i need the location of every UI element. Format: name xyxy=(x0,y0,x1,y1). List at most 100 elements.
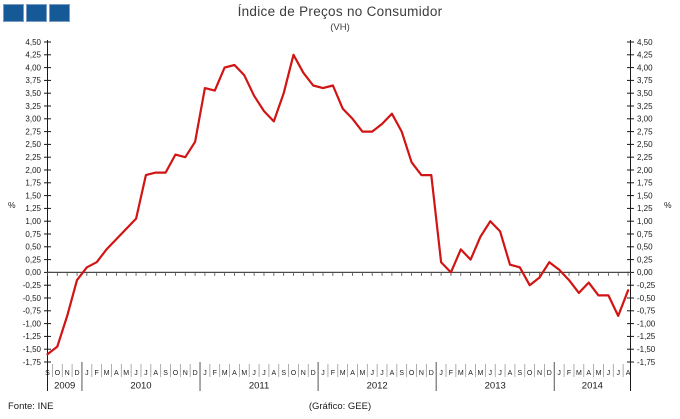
month-letter: A xyxy=(153,370,158,377)
logo xyxy=(3,4,70,22)
year-label: 2014 xyxy=(582,381,603,392)
y-tick-label-right: 1,25 xyxy=(637,204,653,213)
month-letter: S xyxy=(399,370,404,377)
month-letter: J xyxy=(616,370,620,377)
month-letter: A xyxy=(232,370,237,377)
y-tick-label-right: 2,00 xyxy=(637,166,653,175)
y-tick-label-right: 0,25 xyxy=(637,255,653,264)
month-letter: D xyxy=(547,370,552,377)
month-letter: N xyxy=(419,370,424,377)
year-label: 2012 xyxy=(367,381,388,392)
y-tick-label-right: 4,25 xyxy=(637,51,653,60)
month-letter: O xyxy=(409,370,415,377)
month-letter: M xyxy=(576,370,582,377)
month-letter: J xyxy=(262,370,266,377)
y-tick-label-left: -1,50 xyxy=(23,345,42,354)
month-letter: M xyxy=(340,370,346,377)
y-tick-label-right: 0,75 xyxy=(637,230,653,239)
chart-title: Índice de Preços no Consumidor xyxy=(237,4,443,19)
year-label: 2011 xyxy=(249,381,269,392)
y-tick-label-left: 3,00 xyxy=(25,115,41,124)
y-tick-label-right: 0,00 xyxy=(637,268,653,277)
month-letter: N xyxy=(65,370,70,377)
y-tick-label-right: -1,75 xyxy=(637,358,656,367)
y-tick-label-left: -0,50 xyxy=(23,294,42,303)
month-letter: O xyxy=(527,370,533,377)
month-letter: J xyxy=(203,370,207,377)
y-tick-label-right: -1,00 xyxy=(637,319,656,328)
y-tick-label-right: 1,75 xyxy=(637,179,653,188)
month-letter: D xyxy=(311,370,316,377)
y-tick-label-left: 4,25 xyxy=(25,51,41,60)
month-letter: F xyxy=(331,370,335,377)
logo-square-icon xyxy=(49,4,70,22)
month-letter: F xyxy=(95,370,99,377)
y-tick-label-right: 1,50 xyxy=(637,191,653,200)
month-letter: J xyxy=(439,370,443,377)
chart-subtitle: (VH) xyxy=(330,22,350,33)
credit-label: (Gráfico: GEE) xyxy=(308,401,372,412)
month-letter: S xyxy=(163,370,168,377)
y-tick-label-right: -0,75 xyxy=(637,307,656,316)
y-tick-label-left: 0,00 xyxy=(25,268,41,277)
month-letter: F xyxy=(449,370,453,377)
y-tick-label-right: -1,25 xyxy=(637,332,656,341)
y-tick-label-left: -1,25 xyxy=(23,332,42,341)
logo-square-icon xyxy=(26,4,47,22)
month-letter: J xyxy=(134,370,138,377)
month-letter: S xyxy=(281,370,286,377)
y-tick-label-left: 2,75 xyxy=(25,127,41,136)
month-letter: A xyxy=(626,370,631,377)
logo-square-icon xyxy=(3,4,24,22)
y-tick-label-left: 3,50 xyxy=(25,89,41,98)
y-tick-label-left: 1,25 xyxy=(25,204,41,213)
y-tick-label-left: 1,00 xyxy=(25,217,41,226)
y-tick-label-left: 4,00 xyxy=(25,63,41,72)
month-letter: N xyxy=(537,370,542,377)
month-letter: J xyxy=(370,370,374,377)
month-letter: J xyxy=(498,370,502,377)
y-tick-label-right: 2,75 xyxy=(637,127,653,136)
month-letter: M xyxy=(359,370,365,377)
y-tick-label-right: 2,25 xyxy=(637,153,653,162)
y-tick-label-left: 0,50 xyxy=(25,243,41,252)
month-letter: A xyxy=(390,370,395,377)
month-letter: M xyxy=(478,370,484,377)
month-letter: F xyxy=(213,370,217,377)
y-tick-label-left: 2,50 xyxy=(25,140,41,149)
source-label: Fonte: INE xyxy=(8,401,54,412)
year-label: 2009 xyxy=(54,381,75,392)
month-letter: S xyxy=(517,370,522,377)
y-tick-label-right: 1,00 xyxy=(637,217,653,226)
month-letter: M xyxy=(596,370,602,377)
y-tick-label-right: 3,75 xyxy=(637,76,653,85)
month-letter: J xyxy=(380,370,384,377)
month-letter: D xyxy=(193,370,198,377)
month-letter: J xyxy=(144,370,148,377)
y-tick-label-left: -1,00 xyxy=(23,319,42,328)
month-letter: J xyxy=(321,370,325,377)
month-letter: N xyxy=(301,370,306,377)
month-letter: J xyxy=(489,370,493,377)
month-letter: D xyxy=(429,370,434,377)
y-tick-label-right: 3,00 xyxy=(637,115,653,124)
month-letter: M xyxy=(458,370,464,377)
cpi-line xyxy=(46,53,630,356)
y-tick-label-left: 2,00 xyxy=(25,166,41,175)
month-letter: D xyxy=(74,370,79,377)
y-tick-label-left: 3,25 xyxy=(25,102,41,111)
y-tick-label-left: 0,25 xyxy=(25,255,41,264)
month-letter: A xyxy=(271,370,276,377)
month-letter: O xyxy=(55,370,61,377)
y-tick-label-left: 2,25 xyxy=(25,153,41,162)
y-tick-label-left: -1,75 xyxy=(23,358,42,367)
y-tick-label-right: 0,50 xyxy=(637,243,653,252)
month-letter: J xyxy=(557,370,561,377)
y-tick-label-left: 1,75 xyxy=(25,179,41,188)
percent-label-left: % xyxy=(8,200,16,210)
month-letter: M xyxy=(222,370,228,377)
month-letter: F xyxy=(567,370,571,377)
